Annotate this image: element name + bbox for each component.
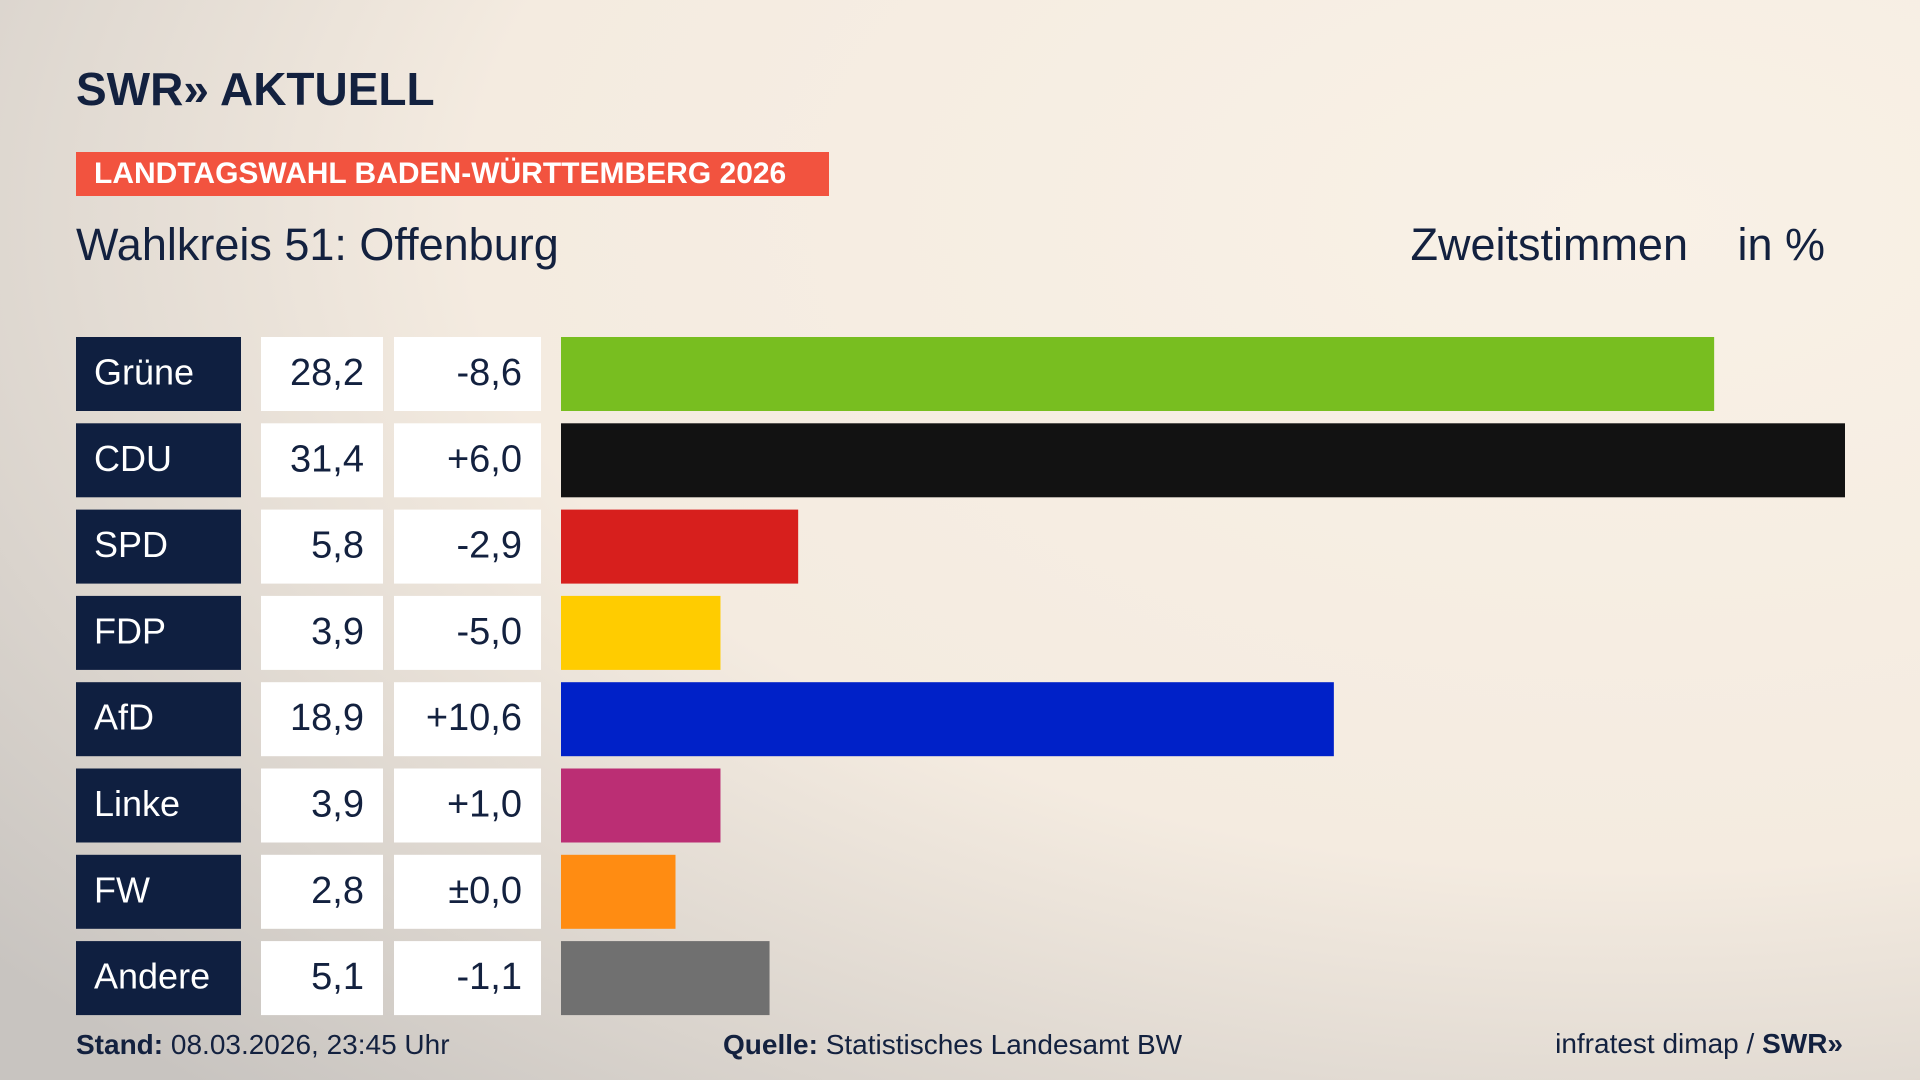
party-box bbox=[76, 595, 241, 670]
change-cell bbox=[394, 682, 541, 757]
party-box bbox=[76, 509, 241, 584]
chart-title: Wahlkreis 51: Offenburg bbox=[76, 219, 559, 270]
credit-logo: SWR» bbox=[1762, 1028, 1843, 1059]
bar bbox=[561, 768, 721, 843]
footer-source: Quelle: Statistisches Landesamt BW bbox=[723, 1029, 1183, 1060]
change-cell bbox=[394, 854, 541, 929]
change-cell bbox=[394, 423, 541, 498]
banner: LANDTAGSWAHL BADEN-WÜRTTEMBERG 2026 bbox=[94, 157, 786, 190]
stand-label: Stand: bbox=[76, 1029, 163, 1060]
footer-stand: Stand: 08.03.2026, 23:45 Uhr bbox=[76, 1029, 450, 1060]
value-cell bbox=[261, 854, 383, 929]
party-label: Andere bbox=[94, 956, 210, 997]
change-cell bbox=[394, 595, 541, 670]
bar bbox=[561, 509, 799, 584]
party-label: SPD bbox=[94, 524, 168, 565]
party-label: AfD bbox=[94, 697, 154, 738]
brand-logo: SWR» AKTUELL bbox=[76, 63, 435, 115]
value-cell bbox=[261, 768, 383, 843]
footer-credit: infratest dimap / SWR» bbox=[1555, 1028, 1843, 1059]
value-cell bbox=[261, 941, 383, 1016]
value-cell bbox=[261, 682, 383, 757]
change-cell bbox=[394, 337, 541, 411]
bar bbox=[561, 595, 721, 670]
change-label: -8,6 bbox=[457, 352, 522, 394]
stand: 08.03.2026, 23:45 Uhr bbox=[171, 1029, 450, 1060]
party-label: CDU bbox=[94, 438, 172, 479]
value-label: 18,9 bbox=[290, 697, 364, 739]
party-box bbox=[76, 854, 241, 929]
value-label: 28,2 bbox=[290, 352, 364, 394]
change-label: +1,0 bbox=[447, 784, 522, 826]
party-box bbox=[76, 768, 241, 843]
bar bbox=[561, 682, 1334, 757]
bar bbox=[561, 423, 1845, 498]
value-cell bbox=[261, 423, 383, 498]
change-label: -2,9 bbox=[457, 525, 522, 567]
value-label: 3,9 bbox=[311, 784, 364, 826]
change-cell bbox=[394, 768, 541, 843]
value-label: 31,4 bbox=[290, 438, 364, 480]
value-label: 5,8 bbox=[311, 525, 364, 567]
bar bbox=[561, 941, 770, 1016]
change-cell bbox=[394, 941, 541, 1016]
value-label: 3,9 bbox=[311, 611, 364, 653]
unit: in % bbox=[1737, 219, 1825, 270]
value-cell bbox=[261, 509, 383, 584]
party-box bbox=[76, 337, 241, 411]
change-label: +6,0 bbox=[447, 438, 522, 480]
measure: Zweitstimmen bbox=[1410, 219, 1688, 270]
value-label: 5,1 bbox=[311, 956, 364, 998]
bar bbox=[561, 337, 1715, 411]
party-box bbox=[76, 682, 241, 757]
party-label: Linke bbox=[94, 783, 180, 824]
bar bbox=[561, 854, 676, 929]
party-box bbox=[76, 423, 241, 498]
change-label: -1,1 bbox=[457, 956, 522, 998]
change-label: -5,0 bbox=[457, 611, 522, 653]
party-box bbox=[76, 941, 241, 1016]
value-cell bbox=[261, 337, 383, 411]
banner-box bbox=[76, 152, 829, 196]
party-label: FW bbox=[94, 869, 150, 910]
party-label: Grüne bbox=[94, 352, 194, 393]
change-label: +10,6 bbox=[426, 697, 522, 739]
change-label: ±0,0 bbox=[448, 870, 522, 912]
rows: Grüne 28,2 -8,6 CDU 31,4 +6,0 SPD 5,8 -2,9 FDP 3,9… bbox=[76, 337, 1845, 1016]
value-cell bbox=[261, 595, 383, 670]
party-label: FDP bbox=[94, 610, 166, 651]
change-cell bbox=[394, 509, 541, 584]
source: Statistisches Landesamt BW bbox=[826, 1029, 1183, 1060]
source-label: Quelle: bbox=[723, 1029, 818, 1060]
value-label: 2,8 bbox=[311, 870, 364, 912]
credit: infratest dimap / bbox=[1555, 1028, 1754, 1059]
